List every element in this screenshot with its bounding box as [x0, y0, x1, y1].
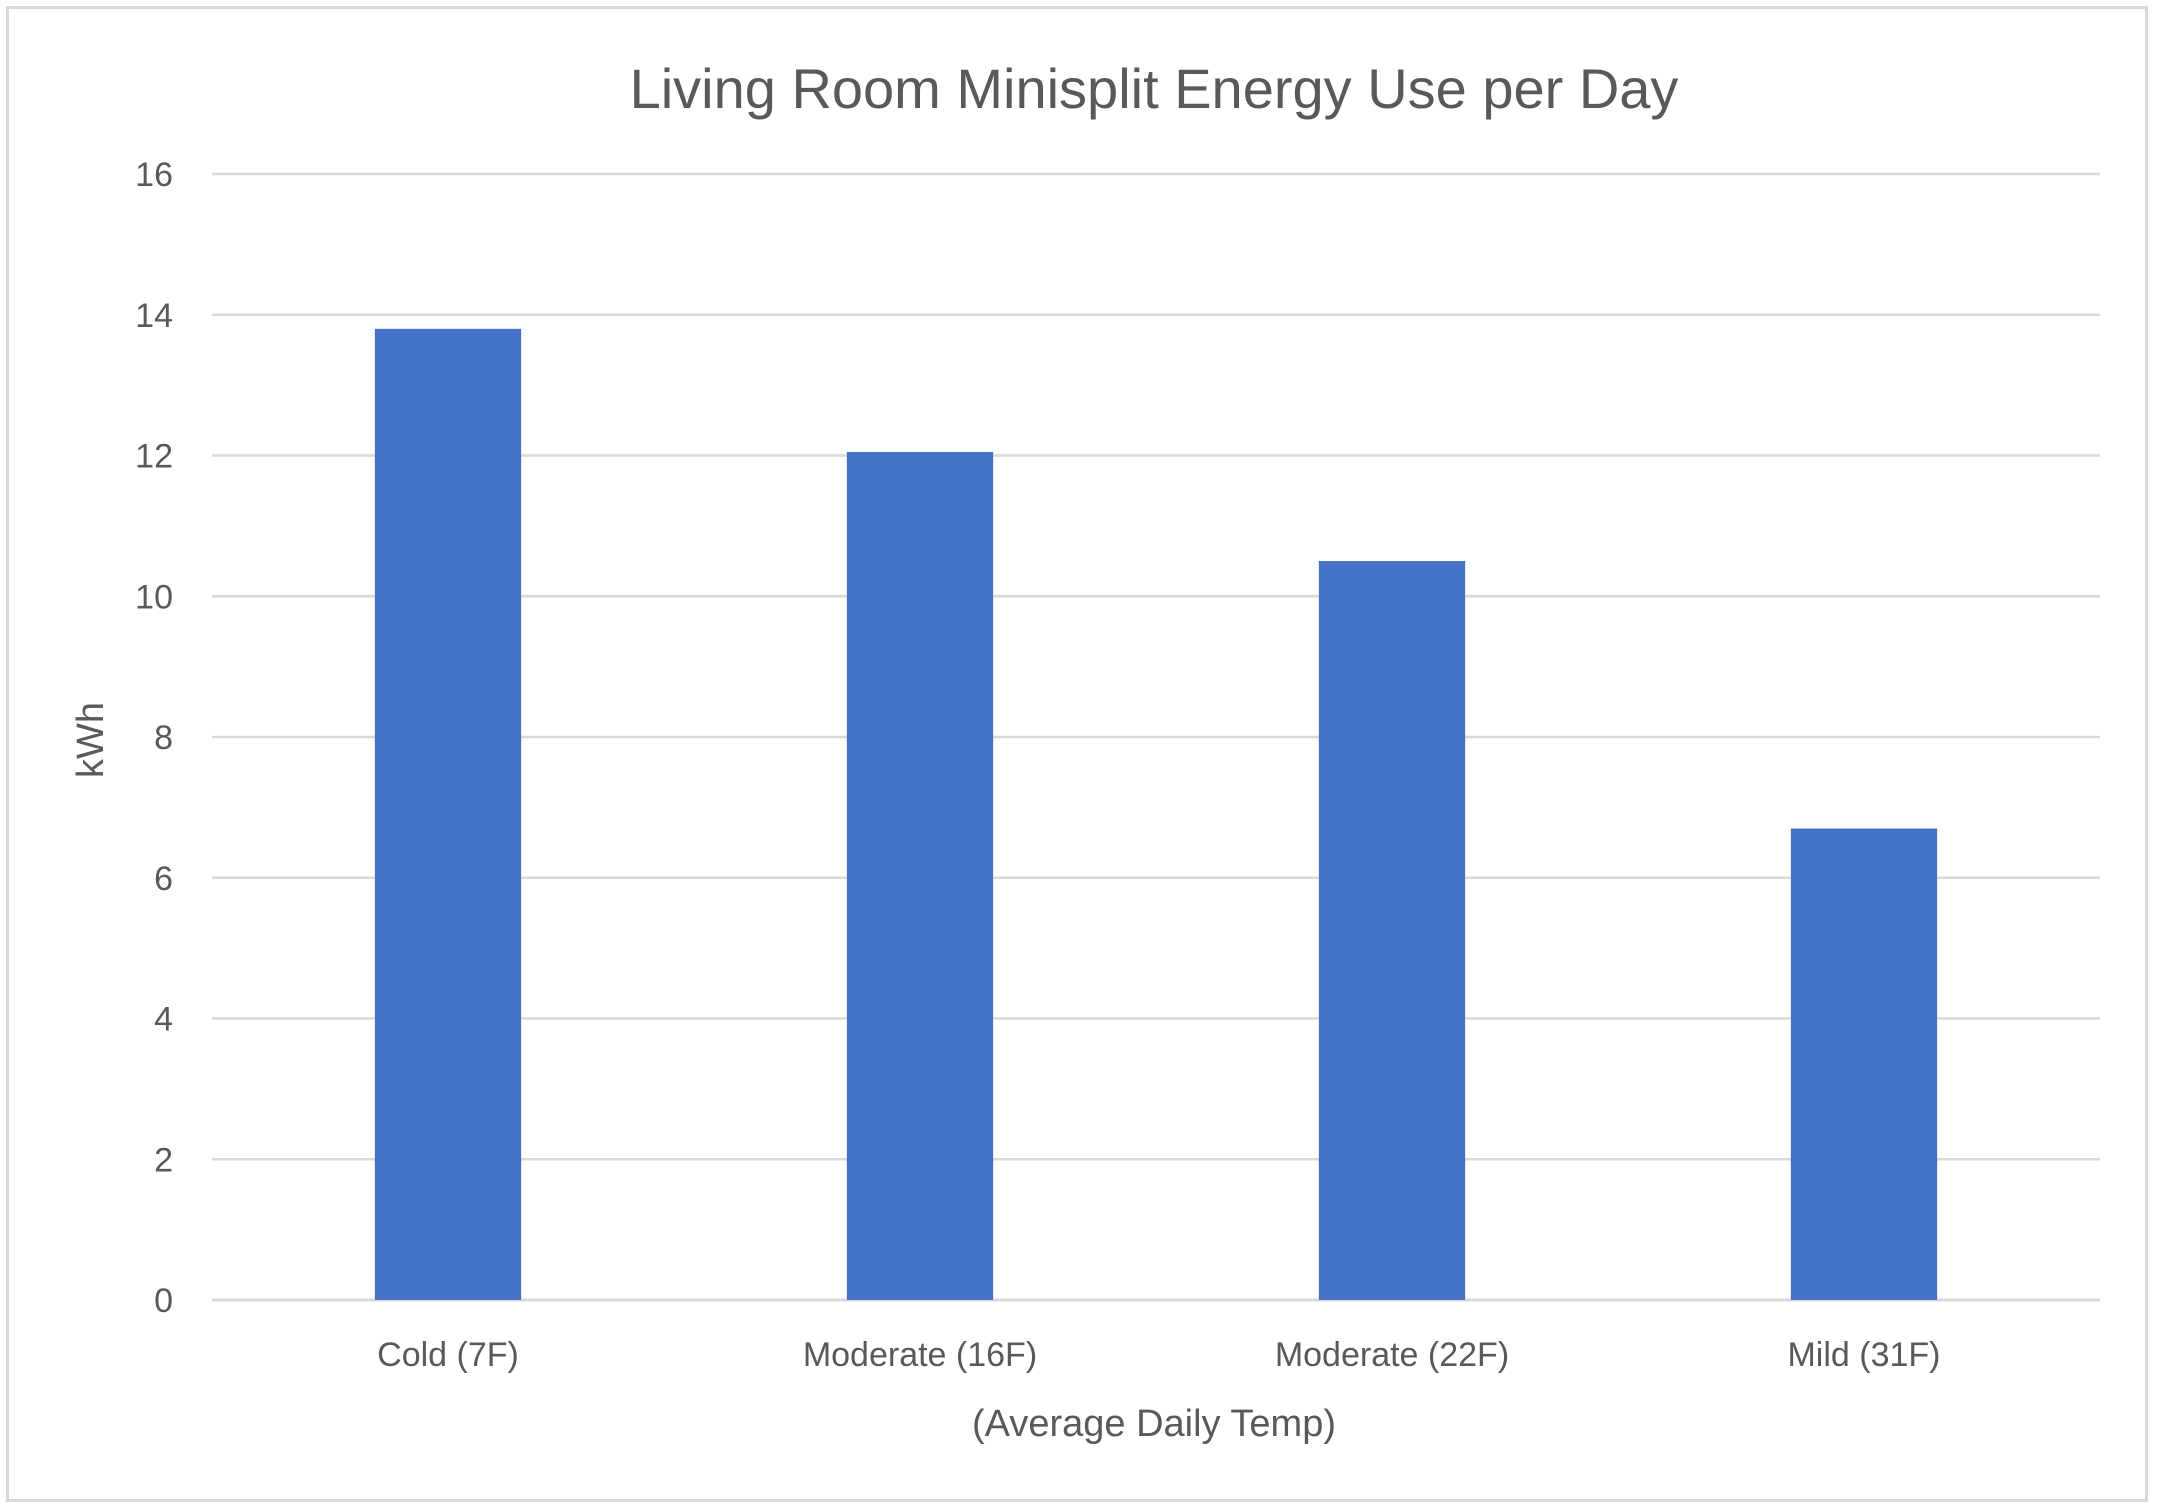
x-axis-ticks: Cold (7F) Moderate (16F) Moderate (22F) Mil… [377, 1336, 1940, 1374]
y-axis-ticks: 0 2 4 6 8 10 12 14 16 [135, 156, 173, 1320]
bars [374, 328, 1938, 1300]
x-tick-label: Moderate (22F) [1275, 1336, 1509, 1374]
y-tick-label: 10 [135, 578, 173, 616]
chart-title: Living Room Minisplit Energy Use per Day [630, 57, 1679, 120]
x-tick-label: Mild (31F) [1787, 1336, 1940, 1374]
bar [374, 328, 522, 1300]
bar [1790, 828, 1938, 1300]
bar [1318, 561, 1466, 1300]
y-tick-label: 12 [135, 438, 173, 476]
y-tick-label: 14 [135, 297, 173, 335]
bar [846, 451, 994, 1300]
y-tick-label: 8 [154, 719, 173, 757]
y-tick-label: 2 [154, 1141, 173, 1179]
y-tick-label: 4 [154, 1001, 173, 1039]
gridlines [212, 172, 2100, 1302]
y-tick-label: 16 [135, 156, 173, 194]
x-tick-label: Cold (7F) [377, 1336, 519, 1374]
x-tick-label: Moderate (16F) [803, 1336, 1037, 1374]
x-axis-title: (Average Daily Temp) [972, 1403, 1336, 1445]
y-axis-title: kWh [70, 702, 112, 778]
y-tick-label: 6 [154, 860, 173, 898]
y-tick-label: 0 [154, 1282, 173, 1320]
